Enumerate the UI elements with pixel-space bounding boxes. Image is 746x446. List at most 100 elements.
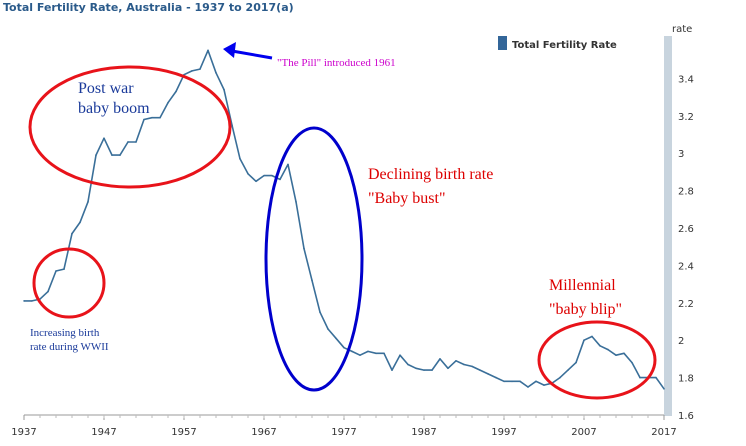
data-point [479, 369, 481, 371]
wwii-label-line1: Increasing birth [30, 327, 100, 339]
data-point [143, 118, 145, 121]
data-point [655, 376, 657, 379]
data-point [575, 361, 577, 364]
data-point [247, 172, 249, 175]
data-point [255, 180, 257, 183]
data-point [63, 268, 65, 270]
y-tick-label: 2.4 [678, 261, 694, 272]
data-point [559, 376, 561, 379]
data-point [327, 328, 329, 330]
series-points [23, 49, 665, 390]
data-point [391, 369, 393, 371]
data-point [591, 335, 593, 338]
data-point [175, 90, 177, 93]
data-point [415, 367, 417, 370]
pill-annotation-text: "The Pill" introduced 1961 [277, 57, 396, 69]
data-point [319, 311, 321, 313]
x-tick-label: 1977 [331, 427, 356, 438]
data-point [287, 163, 289, 166]
data-point [407, 363, 409, 366]
data-point [615, 354, 617, 356]
data-point [503, 380, 505, 383]
data-point [151, 116, 153, 119]
data-point [663, 388, 665, 390]
data-point [31, 300, 33, 302]
y-tick-label: 2 [678, 336, 684, 347]
baby-blip-ellipse [537, 320, 657, 400]
data-point [383, 352, 385, 355]
x-tick-label: 1967 [251, 427, 276, 438]
data-point [127, 141, 129, 143]
data-point [375, 352, 377, 355]
data-point [295, 201, 297, 203]
data-point [231, 124, 233, 126]
data-point [103, 137, 105, 140]
x-tick-label: 1957 [171, 427, 196, 438]
x-axis-ticks: 1937 1947 1957 1967 1977 1987 1997 2007 2017 [11, 415, 677, 438]
legend: Total Fertility Rate [498, 36, 617, 51]
data-point [55, 270, 57, 272]
pill-annotation: "The Pill" introduced 1961 [223, 42, 396, 69]
y-tick-label: 3.2 [678, 112, 694, 123]
baby-boom-ellipse [28, 65, 232, 189]
x-tick-label: 1937 [11, 427, 36, 438]
y-tick-label: 2.2 [678, 299, 694, 310]
data-point [311, 279, 313, 282]
data-point [351, 350, 353, 353]
data-point [527, 386, 529, 388]
baby-blip-label-line1: Millennial [549, 277, 616, 294]
data-point [543, 384, 545, 386]
data-point [359, 354, 361, 356]
baby-bust-label-line1: Declining birth rate [368, 166, 493, 183]
data-point [207, 49, 209, 52]
x-tick-label: 1947 [91, 427, 116, 438]
data-point [463, 363, 465, 366]
data-point [87, 201, 89, 203]
data-point [47, 290, 49, 293]
data-point [119, 154, 121, 156]
data-point [159, 116, 161, 119]
data-point [471, 365, 473, 368]
baby-bust-ellipse [264, 126, 364, 392]
data-point [167, 101, 169, 104]
data-point [135, 141, 137, 143]
baby-blip-label-line2: "baby blip" [549, 301, 622, 318]
data-point [79, 221, 81, 224]
pill-arrow-head [223, 42, 236, 58]
data-point [271, 174, 273, 177]
data-point [191, 70, 193, 72]
data-point [71, 232, 73, 235]
data-point [631, 361, 633, 364]
data-point [111, 154, 113, 156]
data-point [487, 373, 489, 375]
data-point [567, 369, 569, 371]
baby-boom-label-line2: baby boom [78, 100, 150, 117]
x-tick-label: 2007 [571, 427, 596, 438]
data-point [607, 348, 609, 351]
y-axis-strip [664, 36, 672, 416]
y-tick-label: 3 [678, 149, 684, 160]
legend-label: Total Fertility Rate [512, 40, 617, 51]
x-tick-label: 2017 [651, 427, 676, 438]
data-point [367, 350, 369, 353]
wwii-ellipse [32, 247, 106, 319]
y-axis-label: rate [672, 24, 692, 35]
pill-arrow-shaft [231, 49, 273, 60]
data-point [519, 380, 521, 383]
baby-boom-label-line1: Post war [78, 80, 134, 97]
data-point [223, 88, 225, 91]
chart-title: Total Fertility Rate, Australia - 1937 t… [3, 1, 294, 14]
y-tick-label: 1.6 [678, 411, 694, 422]
data-point [239, 158, 241, 160]
data-point [303, 247, 305, 250]
data-point [511, 380, 513, 383]
data-point [535, 380, 537, 383]
data-point [199, 68, 201, 70]
data-point [343, 346, 345, 349]
y-tick-label: 1.8 [678, 374, 694, 385]
y-axis-ticks: 1.6 1.8 2 2.2 2.4 2.6 2.8 3 3.2 3.4 [678, 74, 694, 422]
data-point [447, 367, 449, 370]
data-point [399, 354, 401, 356]
wwii-label-line2: rate during WWII [30, 341, 109, 353]
